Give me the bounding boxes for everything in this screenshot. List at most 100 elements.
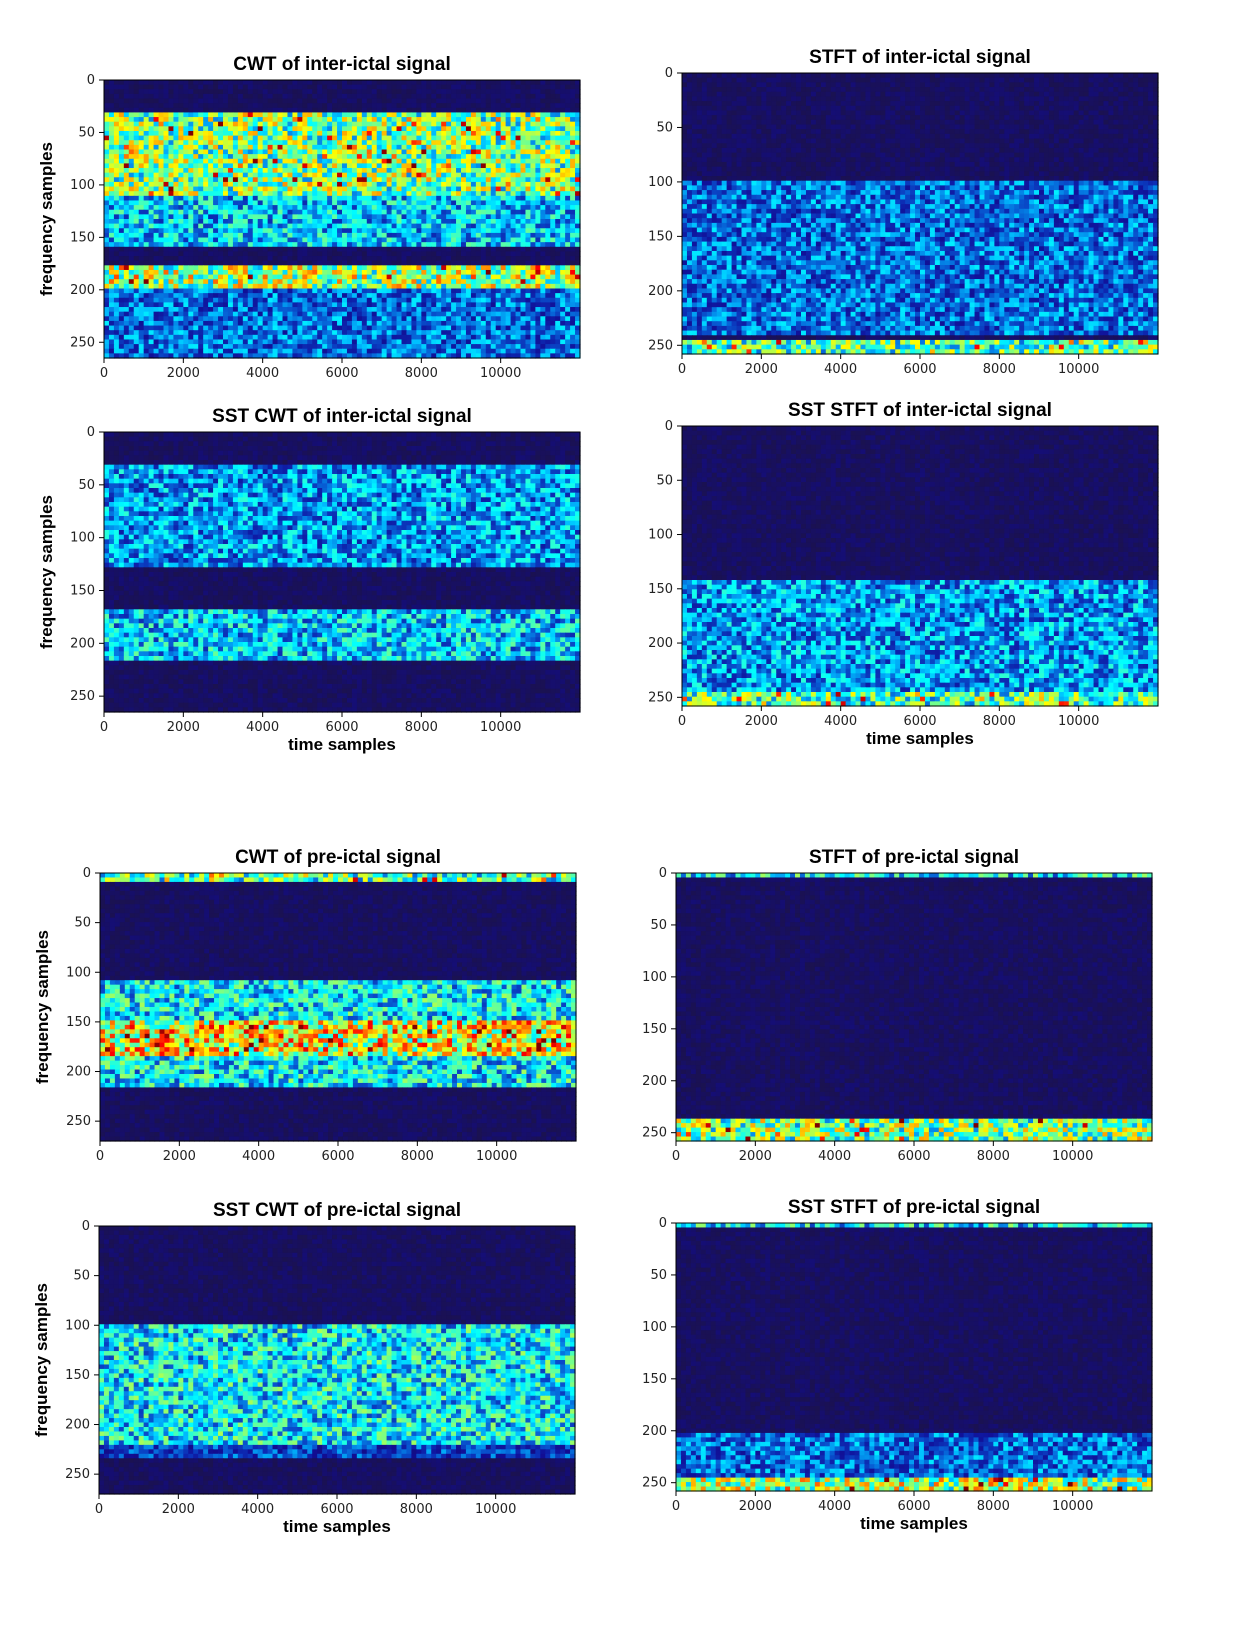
- heatmap-cell: [550, 98, 556, 104]
- heatmap-cell: [232, 265, 239, 271]
- heatmap-cell: [158, 158, 165, 164]
- heatmap-cell: [337, 112, 343, 118]
- heatmap-cell: [317, 117, 323, 123]
- heatmap-cell: [560, 293, 566, 299]
- heatmap-cell: [475, 89, 482, 95]
- heatmap-cell: [257, 265, 264, 271]
- heatmap-cell: [505, 168, 512, 174]
- heatmap-cell: [371, 205, 378, 211]
- heatmap-cell: [118, 232, 125, 239]
- heatmap-cell: [381, 242, 388, 248]
- heatmap-cell: [351, 242, 358, 248]
- heatmap-cell: [317, 251, 323, 257]
- heatmap-cell: [421, 311, 427, 317]
- heatmap-cell: [550, 316, 556, 322]
- heatmap-cell: [183, 302, 189, 308]
- heatmap-cell: [272, 256, 279, 262]
- heatmap-cell: [515, 186, 522, 192]
- heatmap-cell: [565, 121, 571, 127]
- heatmap-cell: [138, 269, 145, 276]
- heatmap-cell: [520, 260, 527, 266]
- heatmap-cell: [302, 103, 308, 109]
- heatmap-cell: [475, 149, 482, 155]
- heatmap-cell: [213, 288, 219, 294]
- heatmap-cell: [505, 181, 512, 188]
- heatmap-cell: [292, 172, 298, 178]
- heatmap-cell: [262, 200, 269, 206]
- heatmap-cell: [312, 265, 318, 271]
- heatmap-cell: [247, 80, 254, 86]
- heatmap-cell: [361, 154, 368, 160]
- heatmap-cell: [153, 219, 160, 225]
- heatmap-cell: [530, 228, 536, 234]
- heatmap-cell: [322, 89, 328, 95]
- heatmap-cell: [376, 302, 383, 308]
- heatmap-cell: [272, 316, 279, 322]
- heatmap-cell: [148, 98, 155, 104]
- heatmap-cell: [223, 232, 229, 239]
- heatmap-cell: [138, 140, 145, 146]
- heatmap-cell: [441, 302, 447, 308]
- heatmap-cell: [104, 246, 110, 253]
- heatmap-cell: [451, 135, 457, 141]
- heatmap-cell: [178, 242, 184, 248]
- heatmap-cell: [351, 237, 358, 243]
- heatmap-cell: [237, 84, 244, 90]
- heatmap-cell: [366, 89, 373, 95]
- heatmap-cell: [490, 112, 497, 118]
- heatmap-cell: [535, 112, 541, 118]
- heatmap-cell: [282, 130, 289, 137]
- heatmap-cell: [550, 288, 556, 294]
- heatmap-cell: [173, 246, 179, 253]
- heatmap-cell: [292, 246, 298, 253]
- heatmap-cell: [436, 256, 442, 262]
- heatmap-cell: [337, 302, 343, 308]
- heatmap-cell: [411, 93, 417, 100]
- heatmap-cell: [247, 172, 254, 178]
- heatmap-cell: [485, 195, 492, 202]
- heatmap-cell: [252, 89, 259, 95]
- heatmap-cell: [257, 237, 264, 243]
- heatmap-cell: [456, 80, 462, 86]
- heatmap-cell: [490, 288, 497, 294]
- heatmap-cell: [461, 283, 467, 290]
- heatmap-cell: [530, 84, 536, 90]
- heatmap-cell: [575, 219, 581, 225]
- heatmap-cell: [227, 265, 234, 271]
- heatmap-cell: [560, 237, 566, 243]
- heatmap-cell: [431, 279, 437, 285]
- heatmap-cell: [297, 209, 303, 215]
- heatmap-cell: [416, 232, 422, 239]
- heatmap-cell: [356, 158, 363, 164]
- heatmap-cell: [361, 242, 368, 248]
- heatmap-cell: [525, 186, 532, 192]
- heatmap-cell: [570, 84, 576, 90]
- heatmap-cell: [510, 107, 517, 114]
- heatmap-cell: [262, 135, 269, 141]
- heatmap-cell: [570, 316, 576, 322]
- heatmap-cell: [203, 158, 209, 164]
- heatmap-cell: [272, 172, 279, 178]
- heatmap-cell: [480, 283, 487, 290]
- heatmap-cell: [431, 158, 437, 164]
- heatmap-cell: [237, 288, 244, 294]
- heatmap-cell: [302, 126, 308, 132]
- heatmap-cell: [386, 144, 393, 151]
- heatmap-cell: [470, 260, 477, 266]
- heatmap-cell: [113, 80, 120, 86]
- heatmap-cell: [104, 149, 110, 155]
- heatmap-cell: [297, 293, 303, 299]
- heatmap-cell: [123, 130, 130, 137]
- heatmap-cell: [153, 89, 160, 95]
- heatmap-cell: [480, 279, 487, 285]
- heatmap-cell: [213, 269, 219, 276]
- heatmap-cell: [322, 246, 328, 253]
- heatmap-cell: [223, 89, 229, 95]
- heatmap-cell: [520, 130, 527, 137]
- heatmap-cell: [237, 209, 244, 215]
- heatmap-cell: [555, 288, 561, 294]
- heatmap-cell: [287, 168, 294, 174]
- heatmap-cell: [317, 316, 323, 322]
- heatmap-cell: [351, 126, 358, 132]
- heatmap-cell: [218, 172, 224, 178]
